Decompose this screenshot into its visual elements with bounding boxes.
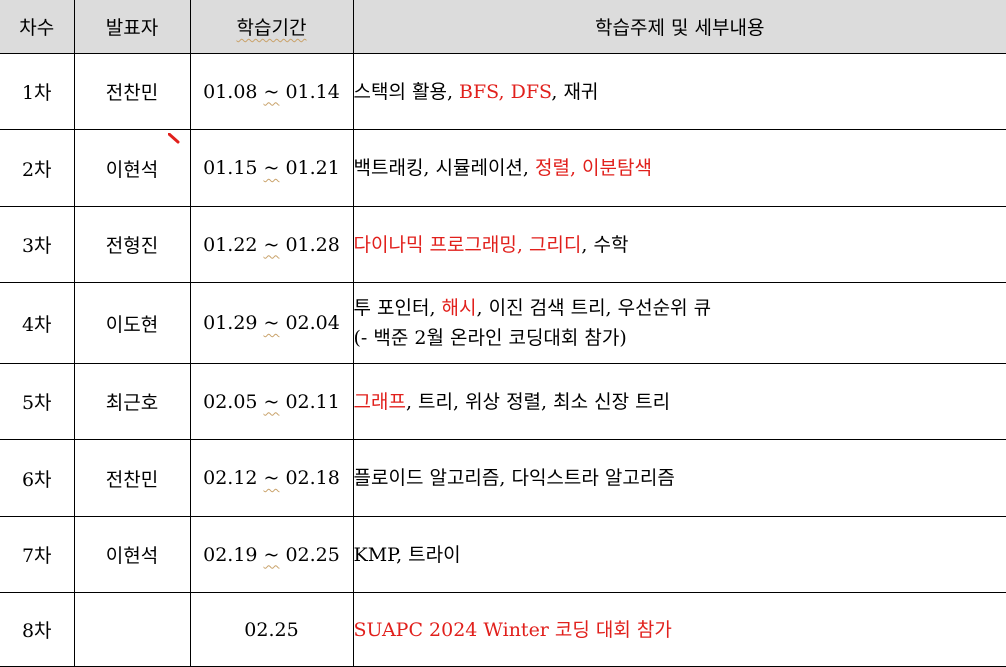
period-start: 01.22: [203, 233, 258, 256]
header-period: 학습기간: [189, 0, 354, 54]
period-separator: ~: [263, 157, 280, 179]
presenter-cell: 전형진: [73, 206, 191, 283]
topic-cell: 백트래킹, 시뮬레이션, 정렬, 이분탐색: [352, 129, 1006, 207]
table-row: 3차 전형진 01.22 ~01.28 다이나믹 프로그래밍, 그리디, 수학: [0, 206, 1006, 283]
table-row: 4차 이도현 01.29 ~02.04 투 포인터, 해시, 이진 검색 트리, 우선순…: [0, 282, 1006, 364]
round-cell: 5차: [0, 363, 75, 440]
presenter-cell: 전찬민: [73, 439, 191, 517]
highlighted-topic-text: 그래프: [353, 390, 406, 413]
period-separator: ~: [263, 233, 280, 256]
header-period-label: 학습기간: [236, 17, 307, 39]
topic-line: KMP, 트라이: [354, 540, 1006, 570]
topic-text: 스택의 활용,: [353, 80, 460, 103]
topic-text: 플로이드 알고리즘, 다익스트라 알고리즘: [353, 467, 675, 489]
round-cell: 6차: [0, 439, 75, 517]
period-separator: ~: [263, 543, 280, 566]
period-start: 02.19: [203, 543, 258, 566]
period-start: 01.15: [203, 157, 258, 179]
topic-line: 다이나믹 프로그래밍, 그리디, 수학: [354, 230, 1006, 260]
table-row: 2차 이현석 01.15 ~01.21 백트래킹, 시뮬레이션, 정렬, 이분탐색: [0, 129, 1006, 207]
highlighted-topic-text: 해시: [441, 297, 477, 319]
round-cell: 1차: [0, 53, 75, 130]
red-pen-mark: [168, 133, 180, 144]
table-row: 7차 이현석 02.19 ~02.25 KMP, 트라이: [0, 516, 1006, 593]
period-end: 02.11: [285, 390, 340, 413]
presenter-cell: 최근호: [73, 363, 191, 440]
topic-cell: 그래프, 트리, 위상 정렬, 최소 신장 트리: [352, 363, 1006, 440]
round-cell: 8차: [0, 592, 75, 667]
topic-text: 투 포인터,: [353, 297, 442, 319]
topic-cell: KMP, 트라이: [352, 516, 1006, 593]
round-cell: 7차: [0, 516, 75, 593]
presenter-cell: 이도현: [73, 282, 191, 364]
period-end: 01.28: [285, 233, 340, 256]
highlighted-topic-text: BFS, DFS: [459, 80, 552, 103]
period-end: 02.18: [285, 467, 340, 489]
topic-cell: 스택의 활용, BFS, DFS, 재귀: [352, 53, 1006, 130]
table-row: 6차 전찬민 02.12 ~02.18 플로이드 알고리즘, 다익스트라 알고리즘: [0, 439, 1006, 517]
topic-line: 플로이드 알고리즘, 다익스트라 알고리즘: [354, 463, 1006, 493]
highlighted-topic-text: 다이나믹 프로그래밍, 그리디: [353, 233, 582, 256]
highlighted-topic-text: SUAPC 2024 Winter 코딩 대회 참가: [353, 618, 672, 641]
topic-cell: 투 포인터, 해시, 이진 검색 트리, 우선순위 큐 (- 백준 2월 온라인 …: [352, 282, 1006, 364]
topic-line: 백트래킹, 시뮬레이션, 정렬, 이분탐색: [354, 153, 1006, 183]
topic-line: SUAPC 2024 Winter 코딩 대회 참가: [354, 615, 1006, 645]
header-topic: 학습주제 및 세부내용: [352, 0, 1006, 54]
header-presenter: 발표자: [73, 0, 191, 54]
topic-cell: SUAPC 2024 Winter 코딩 대회 참가: [352, 592, 1006, 667]
period-start: 01.29: [203, 312, 258, 334]
table-header-row: 차수 발표자 학습기간 학습주제 및 세부내용: [0, 0, 1006, 54]
round-cell: 2차: [0, 129, 75, 207]
period-cell: 01.29 ~02.04: [189, 282, 354, 364]
header-round: 차수: [0, 0, 75, 54]
topic-line: 그래프, 트리, 위상 정렬, 최소 신장 트리: [354, 387, 1006, 417]
presenter-cell: [73, 592, 191, 667]
topic-line: (- 백준 2월 온라인 코딩대회 참가): [354, 323, 1006, 353]
round-cell: 3차: [0, 206, 75, 283]
topic-cell: 다이나믹 프로그래밍, 그리디, 수학: [352, 206, 1006, 283]
period-end: 02.25: [285, 543, 340, 566]
round-cell: 4차: [0, 282, 75, 364]
topic-text: , 이진 검색 트리, 우선순위 큐: [476, 297, 712, 319]
period-separator: ~: [263, 467, 280, 489]
table-body: 1차 전찬민 01.08 ~01.14 스택의 활용, BFS, DFS, 재귀 2차 이현…: [0, 53, 1006, 667]
period-end: 01.14: [285, 80, 340, 103]
period-cell: 02.12 ~02.18: [189, 439, 354, 517]
period-cell: 02.05 ~02.11: [189, 363, 354, 440]
table-row: 5차 최근호 02.05 ~02.11 그래프, 트리, 위상 정렬, 최소 신장 트리: [0, 363, 1006, 440]
topic-line: 투 포인터, 해시, 이진 검색 트리, 우선순위 큐: [354, 293, 1006, 323]
period-end: 02.04: [285, 312, 340, 334]
highlighted-topic-text: 정렬, 이분탐색: [534, 157, 652, 179]
period-start: 02.12: [203, 467, 258, 489]
period-separator: ~: [263, 80, 280, 103]
topic-text: , 트리, 위상 정렬, 최소 신장 트리: [405, 390, 671, 413]
presenter-cell: 이현석: [73, 129, 191, 207]
topic-cell: 플로이드 알고리즘, 다익스트라 알고리즘: [352, 439, 1006, 517]
presenter-cell: 이현석: [73, 516, 191, 593]
period-start: 02.05: [203, 390, 258, 413]
period-cell: 02.19 ~02.25: [189, 516, 354, 593]
presenter-cell: 전찬민: [73, 53, 191, 130]
period-separator: ~: [263, 390, 280, 413]
topic-text: , 재귀: [551, 80, 599, 103]
topic-text: 백트래킹, 시뮬레이션,: [353, 157, 535, 179]
topic-text: KMP, 트라이: [353, 543, 461, 566]
period-cell: 01.22 ~01.28: [189, 206, 354, 283]
topic-line: 스택의 활용, BFS, DFS, 재귀: [354, 77, 1006, 107]
period-cell: 01.08 ~01.14: [189, 53, 354, 130]
topic-text: , 수학: [581, 233, 629, 256]
period-cell: 01.15 ~01.21: [189, 129, 354, 207]
period-start: 02.25: [244, 618, 299, 641]
table-row: 1차 전찬민 01.08 ~01.14 스택의 활용, BFS, DFS, 재귀: [0, 53, 1006, 130]
period-cell: 02.25: [189, 592, 354, 667]
period-separator: ~: [263, 312, 280, 334]
period-start: 01.08: [203, 80, 258, 103]
topic-text: (- 백준 2월 온라인 코딩대회 참가): [353, 327, 627, 349]
table-row: 8차 02.25 SUAPC 2024 Winter 코딩 대회 참가: [0, 592, 1006, 667]
period-end: 01.21: [285, 157, 340, 179]
